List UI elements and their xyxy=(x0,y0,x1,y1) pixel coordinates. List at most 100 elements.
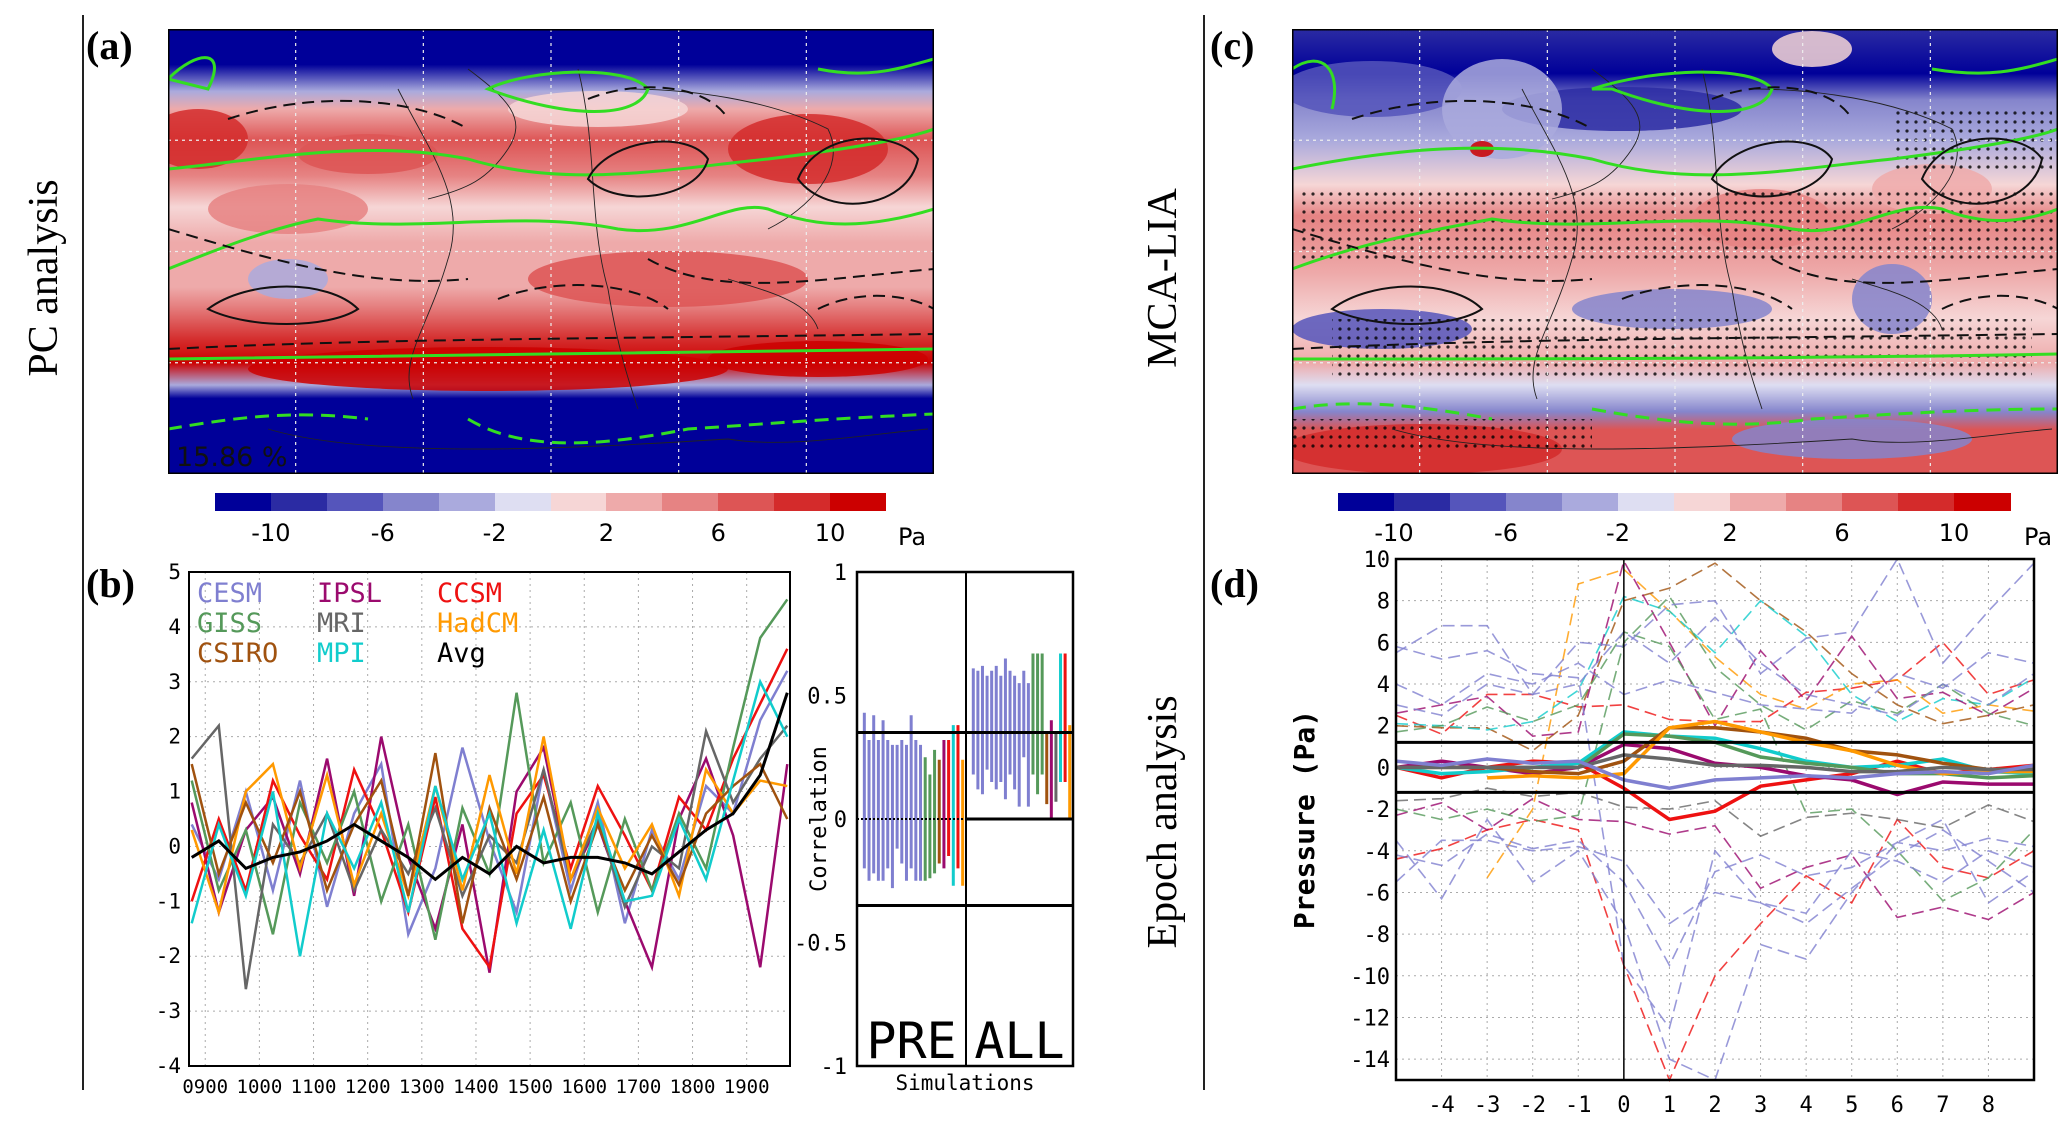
y-tick-label: 1 xyxy=(834,561,847,586)
map-frame xyxy=(1292,29,2058,474)
colorbar-swatch xyxy=(606,493,663,511)
black-contour xyxy=(168,228,469,282)
y-tick-label: -8 xyxy=(1364,923,1391,948)
legend-entry: MPI xyxy=(317,638,366,669)
colorbar-swatch xyxy=(774,493,831,511)
coastline xyxy=(267,428,929,450)
colorbar-swatch xyxy=(1338,493,1395,511)
colorbar-swatch xyxy=(1562,493,1619,511)
coastline xyxy=(1391,428,2053,450)
colorbar-swatch xyxy=(550,493,607,511)
y-tick-label: 2 xyxy=(1377,715,1390,740)
colorbar-swatch xyxy=(494,493,551,511)
member-series-line xyxy=(1395,787,2035,838)
colorbar-tick-label: -6 xyxy=(370,519,395,547)
colorbar-swatch xyxy=(830,493,887,511)
x-tick-label: 1600 xyxy=(561,1076,607,1098)
legend-entry: HadCM xyxy=(437,608,518,639)
colorbar-swatch xyxy=(1394,493,1451,511)
series-line-csiro xyxy=(190,752,789,924)
y-tick-label: -1 xyxy=(156,889,181,913)
member-series-line xyxy=(1395,557,2035,696)
panel-label-c: (c) xyxy=(1210,23,1255,68)
green-contour xyxy=(817,57,934,75)
green-contour xyxy=(484,70,650,113)
colorbar-tick-label: 2 xyxy=(598,519,615,547)
y-tick-label: -3 xyxy=(156,999,181,1023)
plot-frame xyxy=(855,570,1075,1068)
green-contour xyxy=(1292,59,1337,110)
colorbar-swatch xyxy=(438,493,496,511)
legend-entry: GISS xyxy=(197,608,262,639)
y-tick-label: 4 xyxy=(168,615,181,639)
colorbar-tick-label: 6 xyxy=(710,519,726,547)
x-tick-label: 0900 xyxy=(182,1076,228,1098)
member-series-line xyxy=(1395,651,2035,715)
y-tick-label: 0 xyxy=(834,808,847,833)
legend-entry: CSIRO xyxy=(197,638,278,669)
green-contour xyxy=(1591,407,2058,426)
y-tick-label: 0 xyxy=(168,834,181,858)
colorbar-unit: Pa xyxy=(2023,523,2053,551)
x-tick-label: -1 xyxy=(1565,1093,1592,1118)
colorbar-swatch xyxy=(1506,493,1563,511)
coastline xyxy=(577,68,639,410)
member-series-line xyxy=(1395,616,2035,717)
colorbar-swatch xyxy=(1786,493,1843,511)
pressure-anomaly-region xyxy=(528,251,808,307)
colorbar-unit: Pa xyxy=(897,523,927,551)
pressure-anomaly-region xyxy=(1442,59,1562,159)
panel-label-b: (b) xyxy=(86,561,135,606)
colorbar-tick-label: -10 xyxy=(251,519,291,547)
x-tick-label: 1700 xyxy=(616,1076,662,1098)
black-contour xyxy=(1621,284,1793,310)
colorbar-swatch xyxy=(1954,493,2011,511)
x-tick-label: 4 xyxy=(1800,1093,1813,1118)
mean-series-line-mri xyxy=(1396,753,2034,774)
colorbar-tick-label: 10 xyxy=(1938,519,1970,547)
y-tick-label: 6 xyxy=(1377,631,1390,656)
map-frame xyxy=(168,29,934,474)
y-tick-label: 8 xyxy=(1377,590,1390,615)
colorbar-swatch xyxy=(270,493,328,511)
y-axis-label: Correlation xyxy=(807,746,832,892)
member-series-line xyxy=(1395,818,2035,1083)
member-series-line xyxy=(1395,645,2035,1030)
series-line-mpi xyxy=(190,678,789,957)
member-series-line xyxy=(1395,595,2035,731)
colorbar-swatch xyxy=(1842,493,1899,511)
black-contour xyxy=(1920,137,2044,205)
colorbar-swatch xyxy=(1618,493,1675,511)
black-contour xyxy=(817,294,934,310)
y-tick-label: 3 xyxy=(168,670,181,694)
y-tick-label: 4 xyxy=(1377,673,1390,698)
left-divider xyxy=(82,15,84,1090)
colorbar-swatch xyxy=(1674,493,1731,511)
map-a xyxy=(168,29,934,474)
black-contour xyxy=(206,285,360,325)
group-label-pre: PRE xyxy=(866,1012,956,1070)
x-tick-label: 1900 xyxy=(724,1076,770,1098)
x-tick-label: 2 xyxy=(1708,1093,1721,1118)
member-series-line xyxy=(1486,568,2035,879)
member-series-line xyxy=(1395,833,2035,968)
black-contour xyxy=(1330,285,1484,325)
black-contour xyxy=(1941,294,2058,310)
panel-label-d: (d) xyxy=(1210,561,1259,606)
colorbar-swatch xyxy=(215,493,272,511)
colorbar-swatch xyxy=(662,493,719,511)
x-tick-label: 1300 xyxy=(399,1076,445,1098)
panel-label-a: (a) xyxy=(86,23,133,68)
y-tick-label: -0.5 xyxy=(794,932,847,957)
x-tick-label: -4 xyxy=(1428,1093,1455,1118)
side-title-a: PC analysis xyxy=(21,179,67,377)
side-title-d: Epoch analysis xyxy=(1140,695,1186,949)
pressure-anomaly-region xyxy=(168,109,248,169)
x-tick-label: 1400 xyxy=(453,1076,499,1098)
y-tick-label: 1 xyxy=(168,780,181,804)
x-tick-label: 1200 xyxy=(345,1076,391,1098)
side-title-c: MCA-LIA xyxy=(1140,188,1186,368)
colorbar-swatch xyxy=(1730,493,1787,511)
coastline xyxy=(727,278,819,330)
